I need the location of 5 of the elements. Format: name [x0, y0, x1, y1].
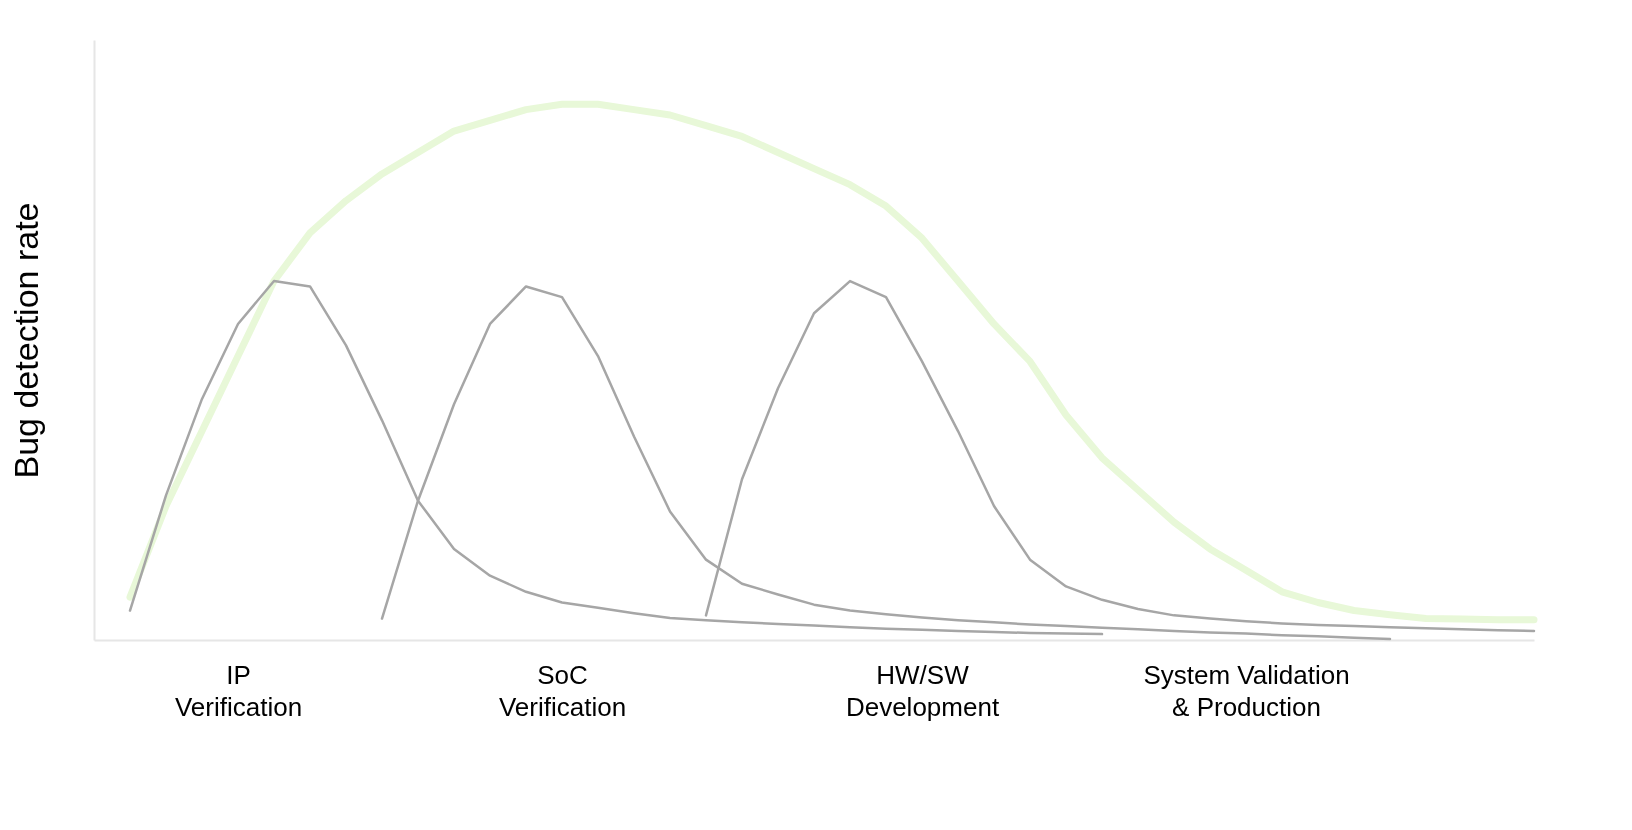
y-axis-title: Bug detection rate [6, 202, 45, 479]
x-tick-label: System Validation & Production [1143, 659, 1350, 722]
x-tick-label: HW/SW Development [845, 659, 1000, 722]
x-tick-label: SoC Verification [498, 659, 627, 722]
x-tick-label: IP Verification [174, 659, 303, 722]
